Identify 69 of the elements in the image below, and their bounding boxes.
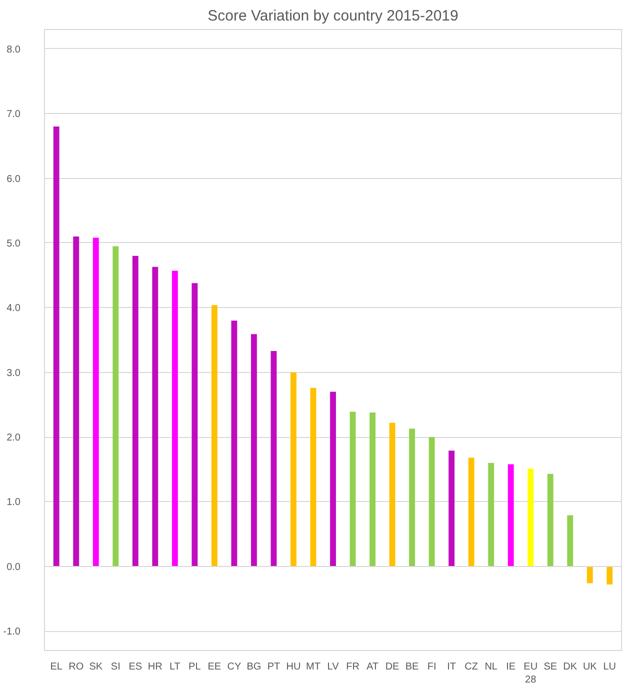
y-tick-label: 4.0 (6, 303, 21, 314)
bar (290, 372, 296, 566)
x-tick-label: EL (50, 662, 63, 672)
bar (508, 464, 514, 566)
x-tick-label: RO (68, 662, 84, 672)
x-tick-label: SK (89, 662, 103, 672)
x-tick-label: IE (506, 662, 516, 672)
x-tick-label: ES (128, 662, 142, 672)
bar (370, 412, 376, 566)
y-tick-label: -1.0 (3, 626, 21, 638)
x-tick-label: CY (227, 662, 242, 672)
x-tick-label: AT (366, 662, 379, 672)
x-tick-label: LU (603, 662, 616, 672)
x-tick-label: FR (346, 662, 360, 672)
bar (310, 388, 316, 566)
bar (350, 412, 356, 566)
x-tick-label: CZ (464, 662, 478, 672)
bar (567, 515, 574, 566)
bar (586, 566, 593, 584)
x-tick-label: PL (188, 662, 202, 672)
bar (92, 238, 99, 566)
bar (428, 437, 435, 566)
bar (330, 392, 336, 566)
bar (172, 270, 178, 566)
y-tick-label: 5.0 (6, 238, 21, 250)
bar (112, 246, 119, 566)
x-tick-label: HU (286, 662, 301, 672)
x-tick-label: BE (405, 662, 420, 672)
bar (231, 320, 238, 566)
bar (192, 283, 198, 566)
y-tick-label: 6.0 (6, 174, 21, 185)
bar (528, 468, 534, 566)
x-tick-label: EE (208, 662, 222, 672)
y-tick-label: 7.0 (6, 109, 21, 120)
x-tick-label: IT (447, 662, 456, 672)
bar (448, 450, 455, 566)
y-tick-label: 2.0 (6, 432, 21, 444)
x-tick-label: PT (267, 662, 280, 672)
x-tick-label: LT (169, 662, 180, 672)
y-tick-label: 1.0 (6, 497, 21, 508)
x-tick-label: UK (582, 662, 598, 672)
bar (468, 458, 474, 566)
bar (547, 474, 554, 566)
bar (389, 422, 396, 566)
x-tick-label: FI (427, 662, 436, 672)
bar (488, 462, 494, 566)
x-tick-label: LV (327, 662, 340, 672)
x-tick-label: SE (544, 662, 558, 672)
x-tick-label: DE (385, 662, 400, 672)
bar (270, 350, 277, 566)
x-tick-label: BG (246, 662, 262, 672)
x-tick-label: MT (306, 662, 320, 672)
bar (53, 126, 60, 566)
x-tick-label: DK (563, 662, 578, 672)
bar (250, 334, 257, 566)
x-tick-label: NL (484, 662, 498, 672)
bar (409, 428, 416, 566)
x-tick-label: HR (148, 662, 162, 672)
y-tick-label: 8.0 (6, 44, 21, 56)
x-tick-label: SI (110, 662, 120, 672)
y-tick-label: 0.0 (6, 562, 21, 573)
bar (152, 266, 158, 566)
y-tick-label: 3.0 (6, 368, 21, 379)
bar (606, 566, 613, 585)
bar (73, 236, 80, 566)
bar (132, 256, 138, 566)
bar (211, 305, 218, 566)
chart-title: Score Variation by country 2015-2019 (208, 8, 458, 24)
x-tick-label: EU 28 (524, 662, 538, 686)
